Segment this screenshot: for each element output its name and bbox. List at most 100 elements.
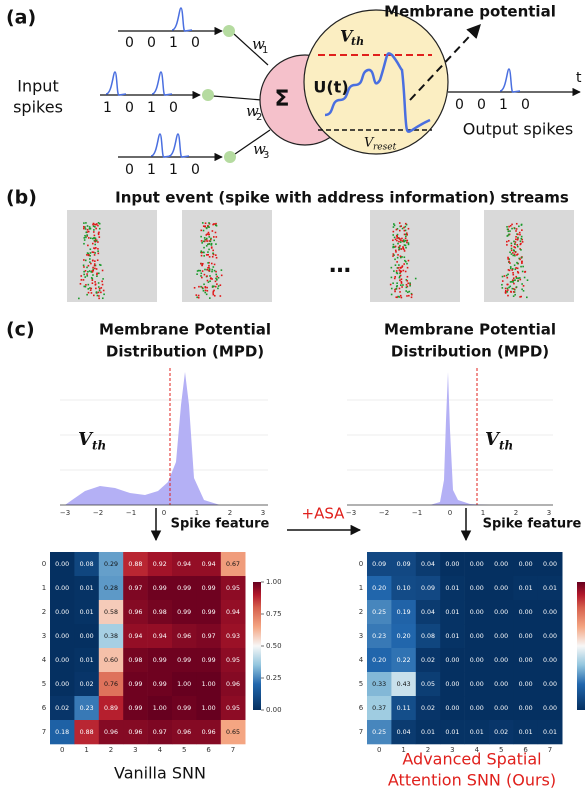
heat-cell — [367, 720, 392, 745]
event — [101, 269, 104, 272]
event — [400, 239, 402, 242]
event — [97, 222, 100, 224]
event — [509, 230, 511, 232]
event — [400, 282, 403, 284]
cell-label: 0.99 — [177, 657, 191, 664]
heat-cell — [123, 552, 148, 577]
event — [396, 237, 399, 239]
event — [414, 277, 417, 280]
event — [96, 273, 98, 276]
event — [518, 277, 521, 279]
mpd-title: Distribution (MPD) — [106, 343, 264, 361]
event — [100, 287, 103, 289]
threshold-index: th — [351, 35, 364, 48]
event — [86, 254, 88, 256]
row-label: 7 — [359, 728, 363, 736]
event — [208, 261, 210, 264]
event — [506, 228, 509, 231]
event — [200, 275, 202, 277]
hist-tick-label: 2 — [228, 509, 232, 517]
heat-cell — [220, 624, 246, 649]
event — [521, 229, 523, 231]
spike-digit: 1 — [147, 162, 156, 178]
event — [90, 287, 93, 290]
event — [93, 247, 95, 249]
event — [86, 275, 89, 277]
heat-cell — [513, 720, 539, 745]
spike-digit: 0 — [521, 97, 530, 113]
heat-cell — [367, 576, 392, 601]
heat-cell — [513, 576, 539, 601]
histogram — [65, 372, 220, 505]
event — [207, 281, 210, 283]
event — [201, 276, 203, 279]
heat-cell — [440, 648, 465, 673]
event — [207, 225, 210, 228]
event — [397, 254, 399, 256]
event — [213, 263, 216, 266]
event — [193, 286, 196, 289]
cell-label: 0.88 — [128, 561, 142, 568]
heat-cell — [415, 600, 441, 625]
cell-label: 0.95 — [226, 705, 240, 712]
heat-cell — [98, 648, 124, 673]
cell-label: 0.00 — [494, 633, 508, 640]
event — [515, 228, 518, 230]
event — [87, 237, 90, 239]
event — [400, 296, 403, 299]
event — [515, 275, 517, 278]
event — [94, 267, 96, 270]
event — [515, 277, 518, 279]
spike-digit: 1 — [147, 100, 156, 116]
cell-label: 1.00 — [153, 705, 167, 712]
heat-cell — [50, 600, 75, 625]
cell-label: 0.09 — [372, 561, 386, 568]
heat-cell — [50, 624, 75, 649]
event — [219, 295, 222, 297]
event — [212, 223, 214, 226]
event — [501, 280, 504, 282]
event — [84, 259, 87, 262]
event — [83, 259, 85, 261]
event — [85, 222, 87, 224]
event — [97, 241, 99, 243]
event — [208, 248, 210, 251]
event — [507, 294, 509, 297]
event — [513, 240, 515, 243]
cell-label: 0.99 — [128, 681, 142, 688]
event — [94, 240, 96, 243]
event — [398, 240, 400, 243]
weight-symbol: w — [252, 35, 265, 53]
event — [88, 270, 91, 272]
event — [209, 275, 211, 277]
event — [205, 254, 208, 256]
event — [511, 223, 513, 226]
event — [209, 238, 212, 241]
cell-label: 0.95 — [226, 585, 240, 592]
event — [84, 276, 87, 278]
heat-cell — [464, 576, 490, 601]
event — [403, 226, 405, 229]
cell-label: 0.00 — [543, 705, 557, 712]
heat-cell — [440, 696, 465, 721]
event — [83, 242, 85, 245]
event — [200, 251, 203, 254]
heat-cell — [415, 552, 441, 577]
heat-cell — [489, 600, 514, 625]
event — [393, 254, 395, 256]
heat-cell — [513, 624, 539, 649]
heat-cell — [50, 696, 75, 721]
hist-tick-label: 3 — [547, 509, 551, 517]
row-label: 2 — [359, 608, 363, 616]
event — [94, 243, 96, 246]
heat-cell — [172, 672, 197, 697]
event — [404, 225, 407, 228]
cell-label: 0.02 — [55, 705, 69, 712]
event — [93, 294, 95, 297]
heat-cell — [415, 720, 441, 745]
event — [504, 289, 507, 292]
cell-label: 0.99 — [177, 609, 191, 616]
event — [405, 223, 408, 226]
hist-tick-label: 2 — [514, 509, 518, 517]
cell-label: 0.00 — [494, 561, 508, 568]
